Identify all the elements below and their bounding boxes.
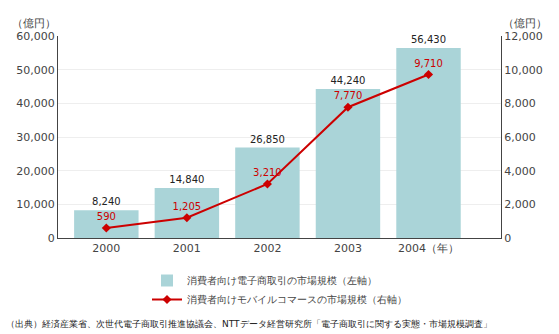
svg-text:0: 0 [504,232,511,245]
svg-text:590: 590 [97,211,116,222]
svg-text:2003: 2003 [334,242,362,255]
svg-text:（出典）経済産業省、次世代電子商取引推進協議会、NTTデータ: （出典）経済産業省、次世代電子商取引推進協議会、NTTデータ経営研究所「電子商取… [6,319,492,329]
svg-text:44,240: 44,240 [330,75,365,86]
svg-text:2002: 2002 [253,242,281,255]
svg-text:8,240: 8,240 [92,196,121,207]
svg-text:0: 0 [48,232,55,245]
svg-text:2000: 2000 [92,242,120,255]
svg-text:消費者向けモバイルコマースの市場規模（右軸）: 消費者向けモバイルコマースの市場規模（右軸） [187,294,407,305]
svg-text:1,205: 1,205 [173,201,202,212]
svg-text:3,210: 3,210 [253,167,282,178]
svg-text:9,710: 9,710 [414,58,443,69]
svg-text:12,000: 12,000 [504,30,543,43]
svg-text:6,000: 6,000 [504,131,536,144]
svg-text:8,000: 8,000 [504,97,536,110]
svg-text:50,000: 50,000 [16,64,55,77]
svg-text:56,430: 56,430 [411,34,446,45]
svg-text:2,000: 2,000 [504,198,536,211]
svg-text:30,000: 30,000 [16,131,55,144]
svg-text:7,770: 7,770 [334,90,363,101]
svg-text:10,000: 10,000 [504,64,543,77]
svg-text:（億円）: （億円） [503,17,547,30]
svg-text:2004（年）: 2004（年） [398,242,459,255]
svg-text:4,000: 4,000 [504,165,536,178]
svg-text:26,850: 26,850 [250,134,285,145]
svg-text:20,000: 20,000 [16,165,55,178]
svg-text:2001: 2001 [173,242,201,255]
svg-text:40,000: 40,000 [16,97,55,110]
svg-text:60,000: 60,000 [16,30,55,43]
svg-text:（億円）: （億円） [12,17,56,30]
svg-text:消費者向け電子商取引の市場規模（左軸）: 消費者向け電子商取引の市場規模（左軸） [187,275,377,286]
svg-text:14,840: 14,840 [169,174,204,185]
svg-text:10,000: 10,000 [16,198,55,211]
